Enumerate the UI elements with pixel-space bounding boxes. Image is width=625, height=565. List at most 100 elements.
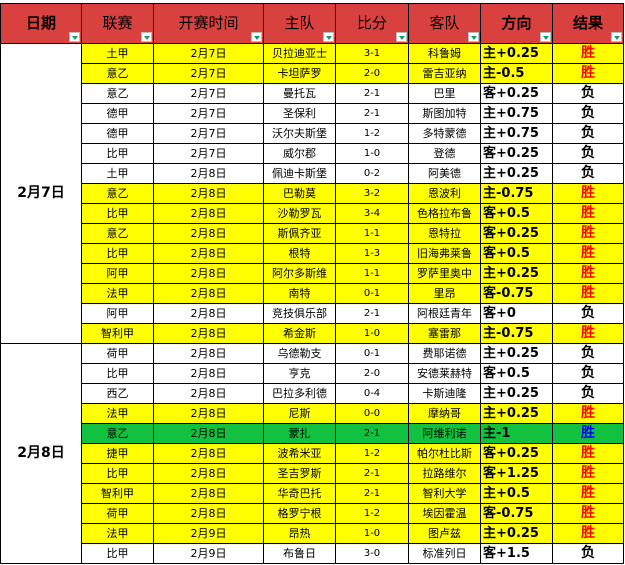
time-cell[interactable]: 2月8日 [153, 403, 264, 424]
column-header-result[interactable]: 结果 [552, 3, 624, 44]
filter-dropdown-icon[interactable] [468, 32, 479, 42]
league-cell[interactable]: 德甲 [81, 123, 154, 144]
result-cell[interactable]: 胜 [552, 263, 624, 284]
dir-cell[interactable]: 主-0.75 [480, 323, 553, 344]
league-cell[interactable]: 比甲 [81, 363, 154, 384]
score-cell[interactable]: 2-0 [335, 363, 409, 384]
league-cell[interactable]: 法甲 [81, 283, 154, 304]
league-cell[interactable]: 智利甲 [81, 323, 154, 344]
result-cell[interactable]: 胜 [552, 43, 624, 64]
away-cell[interactable]: 里昂 [408, 283, 481, 304]
away-cell[interactable]: 罗萨里奥中 [408, 263, 481, 284]
dir-cell[interactable]: 客+0.5 [480, 203, 553, 224]
away-cell[interactable]: 科鲁姆 [408, 43, 481, 64]
time-cell[interactable]: 2月9日 [153, 543, 264, 564]
score-cell[interactable]: 2-1 [335, 303, 409, 324]
home-cell[interactable]: 佩迪卡斯堡 [263, 163, 336, 184]
dir-cell[interactable]: 客+0.25 [480, 83, 553, 104]
column-header-score[interactable]: 比分 [335, 3, 409, 44]
result-cell[interactable]: 胜 [552, 443, 624, 464]
home-cell[interactable]: 曼托瓦 [263, 83, 336, 104]
time-cell[interactable]: 2月8日 [153, 283, 264, 304]
league-cell[interactable]: 意乙 [81, 223, 154, 244]
home-cell[interactable]: 乌德勒支 [263, 343, 336, 364]
league-cell[interactable]: 土甲 [81, 163, 154, 184]
date-cell[interactable]: 2月8日 [0, 343, 82, 564]
result-cell[interactable]: 胜 [552, 523, 624, 544]
dir-cell[interactable]: 主+0.25 [480, 523, 553, 544]
dir-cell[interactable]: 客+0.25 [480, 143, 553, 164]
score-cell[interactable]: 1-1 [335, 263, 409, 284]
home-cell[interactable]: 格罗宁根 [263, 503, 336, 524]
score-cell[interactable]: 0-1 [335, 343, 409, 364]
time-cell[interactable]: 2月8日 [153, 463, 264, 484]
score-cell[interactable]: 1-0 [335, 323, 409, 344]
column-header-time[interactable]: 开赛时间 [153, 3, 264, 44]
time-cell[interactable]: 2月7日 [153, 103, 264, 124]
score-cell[interactable]: 2-1 [335, 423, 409, 444]
dir-cell[interactable]: 主-1 [480, 423, 553, 444]
home-cell[interactable]: 希金斯 [263, 323, 336, 344]
time-cell[interactable]: 2月9日 [153, 523, 264, 544]
dir-cell[interactable]: 主+0.25 [480, 163, 553, 184]
dir-cell[interactable]: 客-0.75 [480, 283, 553, 304]
time-cell[interactable]: 2月8日 [153, 203, 264, 224]
filter-dropdown-icon[interactable] [396, 32, 407, 42]
dir-cell[interactable]: 主+0.75 [480, 103, 553, 124]
result-cell[interactable]: 胜 [552, 423, 624, 444]
result-cell[interactable]: 负 [552, 143, 624, 164]
result-cell[interactable]: 胜 [552, 503, 624, 524]
time-cell[interactable]: 2月8日 [153, 223, 264, 244]
home-cell[interactable]: 南特 [263, 283, 336, 304]
home-cell[interactable]: 圣吉罗斯 [263, 463, 336, 484]
dir-cell[interactable]: 主-0.75 [480, 183, 553, 204]
result-cell[interactable]: 胜 [552, 63, 624, 84]
time-cell[interactable]: 2月8日 [153, 263, 264, 284]
league-cell[interactable]: 比甲 [81, 463, 154, 484]
home-cell[interactable]: 根特 [263, 243, 336, 264]
league-cell[interactable]: 捷甲 [81, 443, 154, 464]
home-cell[interactable]: 布鲁日 [263, 543, 336, 564]
away-cell[interactable]: 恩波利 [408, 183, 481, 204]
time-cell[interactable]: 2月7日 [153, 143, 264, 164]
league-cell[interactable]: 意乙 [81, 423, 154, 444]
time-cell[interactable]: 2月8日 [153, 243, 264, 264]
league-cell[interactable]: 阿甲 [81, 263, 154, 284]
home-cell[interactable]: 威尔郡 [263, 143, 336, 164]
column-header-direction[interactable]: 方向 [480, 3, 553, 44]
away-cell[interactable]: 标准列日 [408, 543, 481, 564]
time-cell[interactable]: 2月8日 [153, 383, 264, 404]
home-cell[interactable]: 巴拉多利德 [263, 383, 336, 404]
time-cell[interactable]: 2月8日 [153, 183, 264, 204]
dir-cell[interactable]: 客+0.25 [480, 443, 553, 464]
league-cell[interactable]: 法甲 [81, 403, 154, 424]
away-cell[interactable]: 阿维利诺 [408, 423, 481, 444]
away-cell[interactable]: 雷吉亚纳 [408, 63, 481, 84]
away-cell[interactable]: 图卢兹 [408, 523, 481, 544]
result-cell[interactable]: 负 [552, 543, 624, 564]
filter-dropdown-icon[interactable] [323, 32, 334, 42]
score-cell[interactable]: 1-0 [335, 523, 409, 544]
dir-cell[interactable]: 客+0.5 [480, 243, 553, 264]
time-cell[interactable]: 2月8日 [153, 323, 264, 344]
dir-cell[interactable]: 客+0.25 [480, 223, 553, 244]
league-cell[interactable]: 西乙 [81, 383, 154, 404]
score-cell[interactable]: 0-4 [335, 383, 409, 404]
home-cell[interactable]: 卡坦萨罗 [263, 63, 336, 84]
score-cell[interactable]: 2-0 [335, 63, 409, 84]
dir-cell[interactable]: 客+1.25 [480, 463, 553, 484]
score-cell[interactable]: 3-0 [335, 543, 409, 564]
dir-cell[interactable]: 客+1.5 [480, 543, 553, 564]
away-cell[interactable]: 登德 [408, 143, 481, 164]
dir-cell[interactable]: 主+0.75 [480, 123, 553, 144]
time-cell[interactable]: 2月7日 [153, 43, 264, 64]
score-cell[interactable]: 2-1 [335, 83, 409, 104]
time-cell[interactable]: 2月7日 [153, 123, 264, 144]
column-header-date[interactable]: 日期 [0, 3, 82, 44]
result-cell[interactable]: 胜 [552, 323, 624, 344]
league-cell[interactable]: 比甲 [81, 203, 154, 224]
home-cell[interactable]: 竞技俱乐部 [263, 303, 336, 324]
result-cell[interactable]: 胜 [552, 183, 624, 204]
home-cell[interactable]: 沙勒罗瓦 [263, 203, 336, 224]
result-cell[interactable]: 胜 [552, 203, 624, 224]
